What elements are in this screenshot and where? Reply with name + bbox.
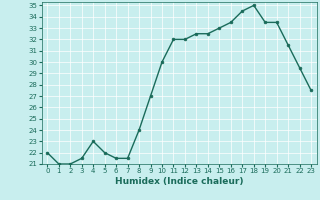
X-axis label: Humidex (Indice chaleur): Humidex (Indice chaleur) [115,177,244,186]
